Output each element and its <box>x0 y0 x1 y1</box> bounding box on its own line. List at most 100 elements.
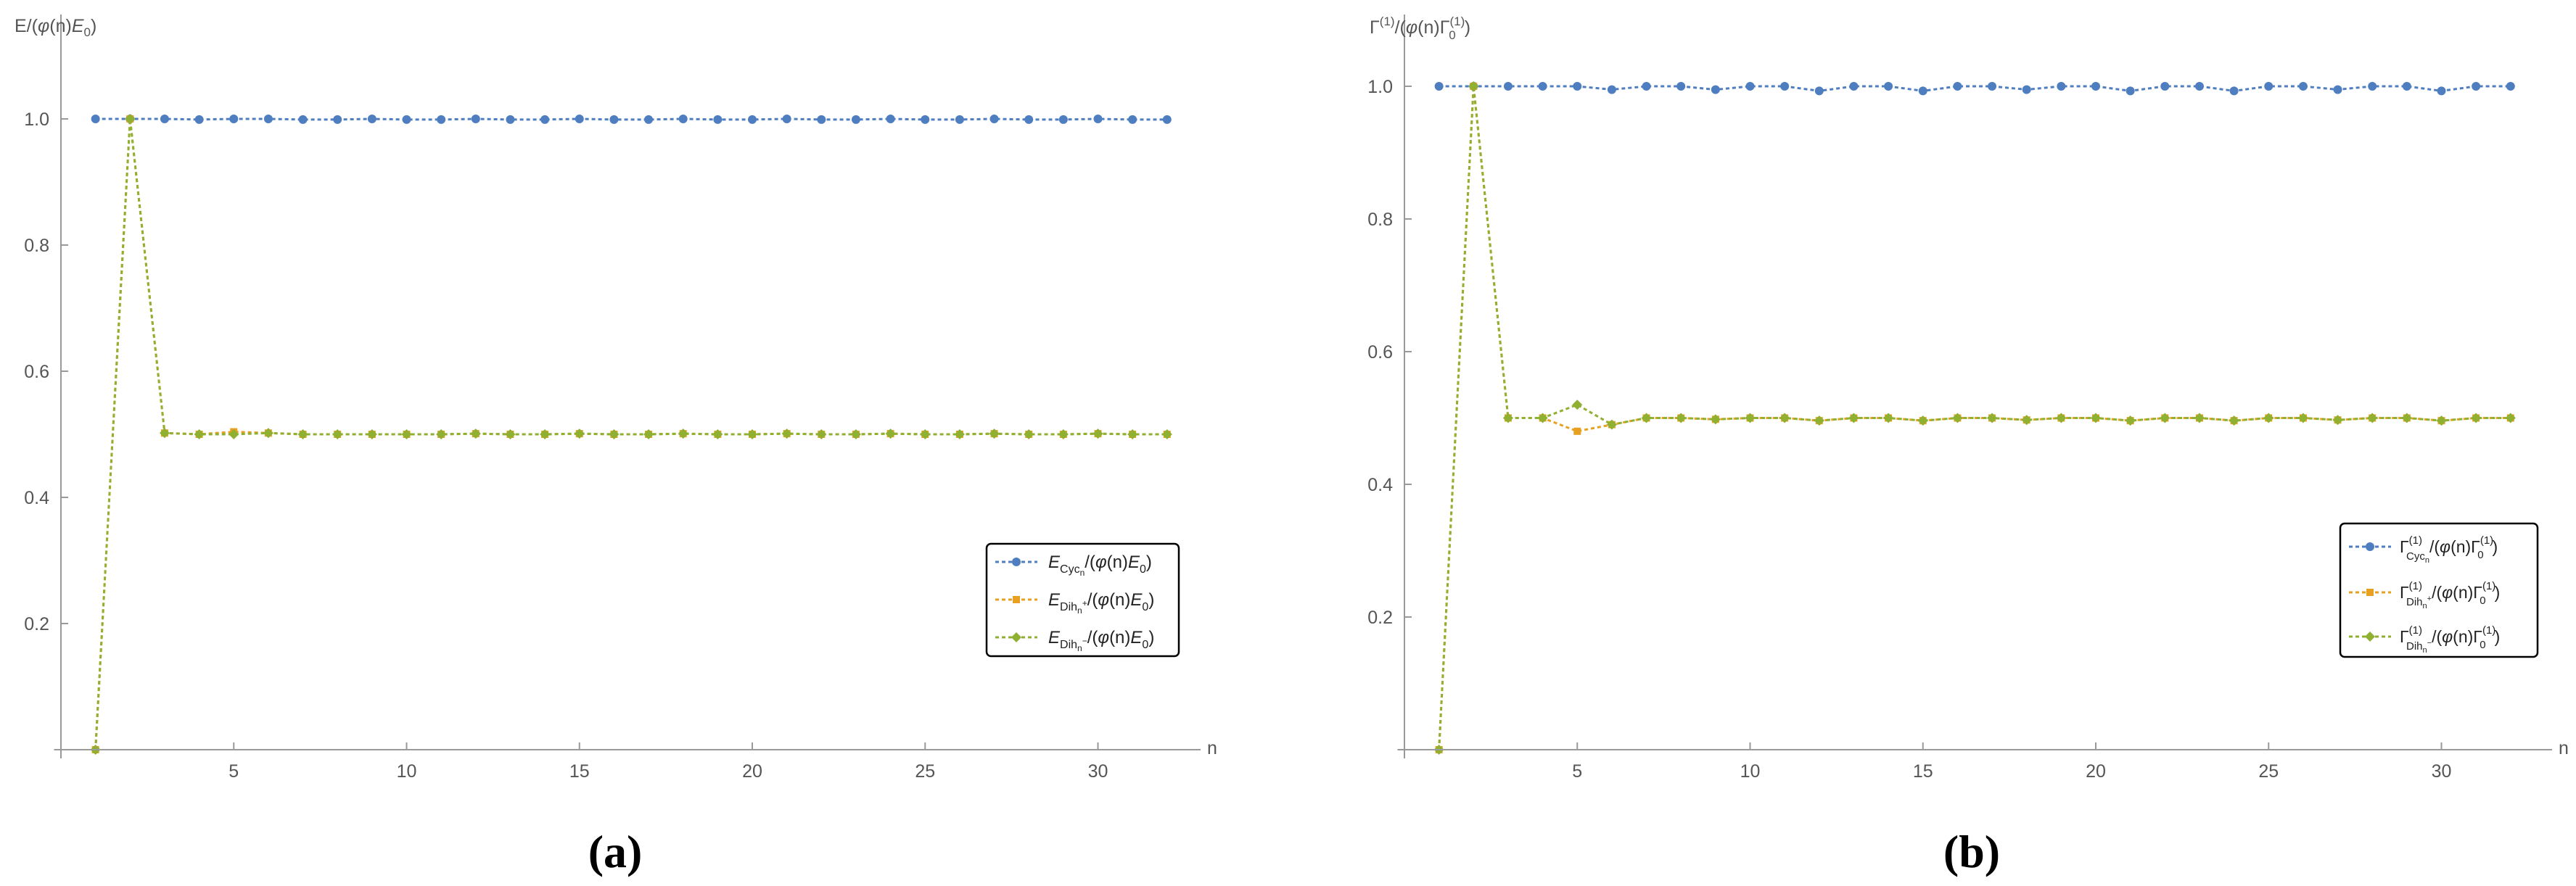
chart-b-series-0-point <box>2264 82 2273 91</box>
chart-b-series-0-point <box>1988 82 1997 91</box>
chart-a-series-2-point <box>989 428 1000 439</box>
chart-b-series-0-point <box>2333 85 2342 94</box>
chart-b-series-0-point <box>1676 82 1686 91</box>
chart-a-x-axis-label: n <box>1207 738 1217 758</box>
chart-a-y-tick-label: 0.8 <box>24 236 49 256</box>
chart-b-series-0-point <box>1642 82 1651 91</box>
chart-a-series-line-0 <box>95 117 1167 121</box>
chart-a-series-2-point <box>816 429 827 439</box>
chart-a-series-0-point <box>782 115 791 123</box>
chart-a-series-2-point <box>850 429 861 439</box>
chart-a-x-tick-label: 5 <box>229 761 239 782</box>
chart-b-series-0-point <box>1607 85 1616 94</box>
chart-b-series-0-point <box>1849 82 1859 91</box>
chart-b-y-tick-label: 0.4 <box>1367 475 1393 495</box>
chart-b-series-2-point <box>2436 415 2447 426</box>
chart-a-series-0-point <box>333 115 342 124</box>
chart-a-series-2-point <box>574 428 585 439</box>
chart-a-series-0-point <box>263 115 273 123</box>
chart-b-y-tick-label: 0.8 <box>1367 210 1393 230</box>
chart-a-series-2-point <box>194 429 205 439</box>
chart-a-series-0-point <box>471 115 480 123</box>
chart-a-series-0-point <box>367 115 376 123</box>
chart-b-y-axis-label: Γ(1)/(φ(n)Γ(1) 0) <box>1370 15 1470 42</box>
chart-b-series-0-point <box>2091 82 2100 91</box>
chart-a-series-2-point <box>885 428 896 439</box>
chart-b-series-2-point <box>1502 413 1513 423</box>
chart-b-series-2-point <box>2194 413 2205 423</box>
chart-a-series-2-point <box>1092 428 1103 439</box>
chart-b-series-2-point <box>1710 414 1721 425</box>
chart-a-series-2-point <box>1161 429 1172 439</box>
svg-text:ECycn/(φ(n)E0): ECycn/(φ(n)E0) <box>1048 552 1152 578</box>
chart-a-series-2-point <box>1127 429 1138 439</box>
chart-b-series-0-point <box>1884 82 1893 91</box>
chart-b-series-2-point <box>1848 413 1859 423</box>
chart-a-series-2-point <box>436 429 447 439</box>
chart-a-legend-item-dih-plus: EDihn+/(φ(n)E0) <box>995 590 1154 616</box>
chart-a-y-tick-label: 0.2 <box>24 614 49 634</box>
chart-a-series-2-point <box>1024 429 1034 439</box>
chart-a-series-0-point <box>1162 115 1172 124</box>
chart-b-series-0-point <box>1918 86 1927 96</box>
chart-b-series-0-point <box>2022 85 2031 94</box>
chart-a-series-2-point <box>229 429 239 439</box>
chart-b-series-2-point <box>1917 415 1928 426</box>
chart-a-series-2-point <box>781 428 792 439</box>
chart-b-series-0-point <box>1538 82 1547 91</box>
chart-a-series-0-point <box>575 115 584 123</box>
chart-a-series-0-point <box>437 115 446 124</box>
chart-a-y-tick-label: 1.0 <box>24 109 49 130</box>
chart-b-x-tick-label: 30 <box>2432 761 2452 782</box>
chart-b-series-2-point <box>2229 415 2239 426</box>
chart-b-series-2-point <box>1987 413 1998 423</box>
chart-a-series-2-point <box>712 429 723 439</box>
chart-b-series-2-point <box>2471 413 2482 423</box>
chart-a-series-0-point <box>91 115 100 123</box>
chart-a-series-2-point <box>366 429 377 439</box>
chart-a-series-line-2 <box>94 118 1167 750</box>
chart-b-legend-item-cyc: Γ(1) Cycn/(φ(n)Γ(1) 0) <box>2349 534 2498 565</box>
chart-b-series-0-point <box>2160 82 2170 91</box>
chart-a-series-0-point <box>921 115 930 124</box>
chart-b-series-0-point <box>2437 86 2446 96</box>
chart-b-series-line-2 <box>1438 86 2511 750</box>
chart-b-series-line-0 <box>1439 85 2511 92</box>
chart-a-series-0-point <box>229 115 239 123</box>
chart-b-x-tick-label: 25 <box>2258 761 2279 782</box>
chart-b-legend-item-dih-plus: Γ(1) Dihn+/(φ(n)Γ(1) 0) <box>2349 580 2500 610</box>
chart-b-series-0-point <box>1953 82 1962 91</box>
chart-b-series-0-point <box>1745 82 1755 91</box>
chart-b-series-2-point <box>2021 415 2032 426</box>
chart-a-series-0-point <box>298 115 308 124</box>
chart-b-series-2-point <box>1745 413 1756 423</box>
chart-a-series-2-point <box>470 428 481 439</box>
svg-text:EDihn+/(φ(n)E0): EDihn+/(φ(n)E0) <box>1048 590 1154 616</box>
chart-a-legend: ECycn/(φ(n)E0) EDihn+/(φ(n)E0) EDihn−/(φ… <box>985 542 1180 658</box>
chart-b-y-tick-label: 0.2 <box>1367 608 1393 628</box>
chart-a-series-2-point <box>332 429 343 439</box>
chart-a-series-0-point <box>713 115 723 124</box>
chart-a-series-2-point <box>297 429 308 439</box>
chart-b-series-2-point <box>2263 413 2274 423</box>
chart-a-series-0-point <box>817 115 826 124</box>
chart-a-series-0-point <box>1058 115 1068 124</box>
chart-b-series-2-point <box>2332 415 2343 426</box>
chart-a-x-tick-label: 25 <box>915 761 935 782</box>
chart-b-plot-area <box>1433 81 2516 755</box>
chart-a-series-2-point <box>1058 429 1069 439</box>
chart-b-series-2-point <box>1952 413 1963 423</box>
chart-b-series-0-point <box>2126 86 2135 96</box>
chart-a-series-2-point <box>505 429 516 439</box>
chart-a-series-2-point <box>401 429 412 439</box>
chart-a-series-2-point <box>954 429 965 439</box>
chart-b-series-2-point <box>1779 413 1790 423</box>
chart-b-series-2-point <box>1641 413 1652 423</box>
chart-a-y-tick-label: 0.4 <box>24 488 49 508</box>
chart-a-legend-item-dih-minus: EDihn−/(φ(n)E0) <box>995 628 1154 653</box>
chart-b-series-2-point <box>2056 413 2067 423</box>
chart-b-series-2-point <box>1572 399 1583 410</box>
chart-a-series-0-point <box>160 115 169 123</box>
chart-a-series-2-point <box>609 429 620 439</box>
chart-a-series-2-point <box>747 429 757 439</box>
